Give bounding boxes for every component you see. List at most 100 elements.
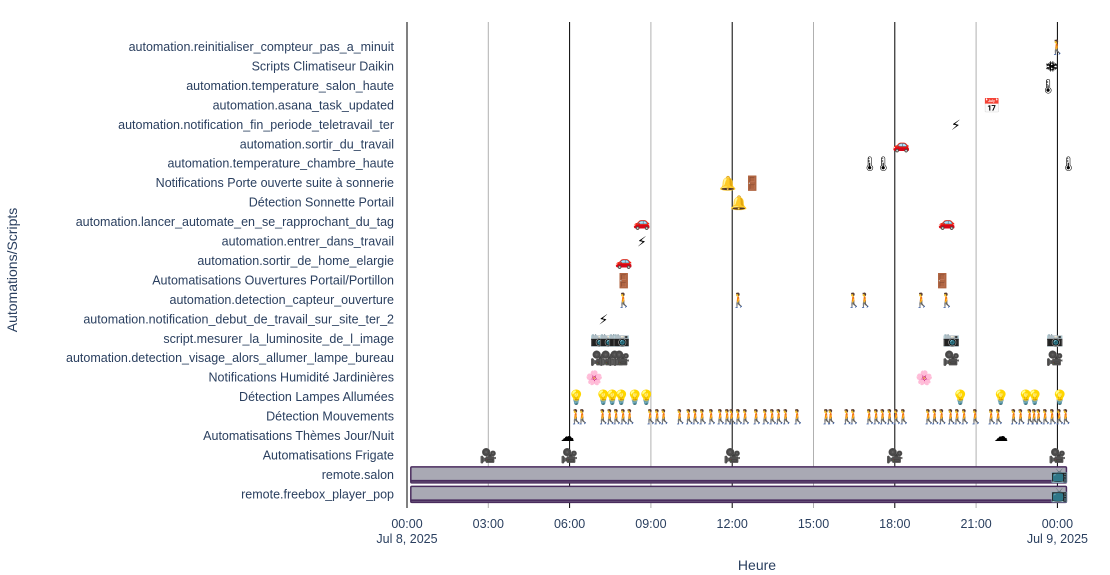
walker-icon: 🚶: [1006, 409, 1023, 426]
camera-icon: 📷: [608, 332, 625, 348]
y-tick-label: Automatisations Thèmes Jour/Nuit: [203, 429, 394, 443]
thermometer-icon: 🌡: [1060, 157, 1078, 173]
walker-icon: 🚶: [1026, 409, 1043, 426]
camera-icon: 📷: [943, 332, 960, 348]
bell-icon: 🔔: [730, 195, 747, 212]
walker-icon: 🚶: [656, 409, 673, 426]
walker-icon: 🚶: [757, 409, 774, 426]
y-axis-title: Automations/Scripts: [4, 208, 20, 333]
car-icon: 🚗: [633, 215, 650, 231]
y-tick-labels: automation.reinitialiser_compteur_pas_a_…: [66, 40, 395, 501]
bulb-icon: 💡: [595, 389, 612, 406]
x-axis-title: Heure: [738, 557, 776, 573]
walker-icon: 🚶: [737, 409, 754, 426]
bar-remote-freebox-player-pop: [410, 485, 1068, 504]
walker-icon: 🚶: [568, 409, 585, 426]
walker-icon: 🚶: [723, 409, 740, 426]
walker-icon: 🚶: [839, 409, 856, 426]
snowflake-icon: ❄: [1045, 59, 1057, 75]
flower-icon: 🌸: [915, 370, 932, 387]
walker-icon: 🚶: [730, 292, 747, 309]
walker-icon: 🚶: [730, 409, 747, 426]
walker-icon: 🚶: [949, 409, 966, 426]
walker-icon: 🚶: [1013, 409, 1030, 426]
tv-icon: 📺: [1051, 468, 1068, 484]
car-icon: 🚗: [938, 215, 955, 231]
y-tick-label: automation.detection_visage_alors_allume…: [66, 351, 394, 365]
walker-icon: 🚶: [920, 409, 937, 426]
x-tick-label-8: 00:00: [1042, 517, 1073, 531]
walker-icon: 🚶: [595, 409, 612, 426]
y-tick-label: automation.lancer_automate_en_se_rapproc…: [76, 215, 394, 229]
y-tick-label: Scripts Climatiseur Daikin: [252, 59, 394, 73]
lightning-icon: ⚡: [599, 312, 609, 328]
x-tick-label-4: 12:00: [717, 517, 748, 531]
y-tick-label: automation.notification_debut_de_travail…: [83, 312, 394, 326]
video-camera-icon: 🎥: [1049, 447, 1066, 464]
walker-icon: 🚶: [1051, 409, 1068, 426]
x-tick-label-0: 00:00: [391, 517, 422, 531]
walker-icon: 🚶: [1049, 39, 1066, 56]
walker-icon: 🚶: [983, 409, 1000, 426]
event-marks: 🚶❄❄🌡📅⚡🚗🌡🌡 🌡🔔 🚪🔔🚗 🚗⚡🚗🚪 🚪🚶 🚶 🚶🚶 🚶 🚶⚡📷📷📷📷 📷 📷🎥🎥🎥🎥 🎥 🎥🌸 🌸…: [480, 39, 1078, 464]
walker-icon: 🚶: [895, 409, 912, 426]
door-icon: 🚪: [744, 175, 761, 192]
x-tick-label-7: 21:00: [960, 517, 991, 531]
y-tick-label: automation.sortir_de_home_elargie: [197, 254, 394, 268]
thermometer-icon: 🌡: [861, 157, 879, 173]
walker-icon: 🚶: [764, 409, 781, 426]
walker-icon: 🚶: [845, 409, 862, 426]
x-tick-sublabel-8: Jul 9, 2025: [1027, 532, 1088, 546]
bulb-icon: 💡: [604, 389, 621, 406]
y-tick-label: Notifications Humidité Jardinières: [209, 371, 395, 385]
walker-icon: 🚶: [868, 409, 885, 426]
video-camera-icon: 🎥: [561, 447, 578, 464]
bar-remote-salon: [410, 466, 1068, 484]
y-tick-label: Détection Lampes Allumées: [239, 390, 394, 404]
x-tick-label-2: 06:00: [554, 517, 585, 531]
camera-icon: 📷: [613, 332, 630, 348]
walker-icon: 🚶: [934, 409, 951, 426]
walker-icon: 🚶: [608, 409, 625, 426]
remote-bars: 📺📺: [410, 466, 1068, 504]
y-tick-label: Automatisations Ouvertures Portail/Porti…: [152, 273, 394, 287]
walker-icon: 🚶: [823, 409, 840, 426]
walker-icon: 🚶: [888, 409, 905, 426]
y-tick-label: automation.asana_task_updated: [213, 98, 394, 112]
walker-icon: 🚶: [602, 409, 619, 426]
y-tick-label: automation.temperature_chambre_haute: [167, 157, 394, 171]
video-camera-icon: 🎥: [590, 350, 607, 367]
bulb-icon: 💡: [638, 389, 655, 406]
walker-icon: 🚶: [943, 409, 960, 426]
walker-icon: 🚶: [615, 292, 632, 309]
y-tick-label: remote.salon: [322, 468, 394, 482]
walker-icon: 🚶: [1044, 409, 1061, 426]
y-tick-label: automation.entrer_dans_travail: [222, 235, 394, 249]
video-camera-icon: 🎥: [608, 350, 625, 367]
y-tick-label: Automatisations Frigate: [263, 448, 394, 462]
x-tick-label-5: 15:00: [798, 517, 829, 531]
walker-icon: 🚶: [719, 409, 736, 426]
walker-icon: 🚶: [875, 409, 892, 426]
car-icon: 🚗: [893, 137, 910, 153]
x-tick-label-6: 18:00: [879, 517, 910, 531]
bulb-icon: 💡: [952, 389, 969, 406]
video-camera-icon: 🎥: [1046, 350, 1063, 367]
camera-icon: 📷: [590, 332, 607, 348]
video-camera-icon: 🎥: [480, 447, 497, 464]
cloud-icon: ☁: [994, 429, 1008, 445]
gridlines: [406, 22, 1058, 508]
walker-icon: 🚶: [694, 409, 711, 426]
camera-icon: 📷: [599, 332, 616, 348]
lightning-icon: ⚡: [951, 118, 961, 134]
bulb-icon: 💡: [613, 389, 630, 406]
video-camera-icon: 🎥: [886, 447, 903, 464]
walker-icon: 🚶: [622, 409, 639, 426]
walker-icon: 🚶: [712, 409, 729, 426]
door-icon: 🚪: [934, 272, 951, 289]
walker-icon: 🚶: [687, 409, 704, 426]
tv-icon: 📺: [1051, 487, 1068, 503]
walker-icon: 🚶: [938, 292, 955, 309]
